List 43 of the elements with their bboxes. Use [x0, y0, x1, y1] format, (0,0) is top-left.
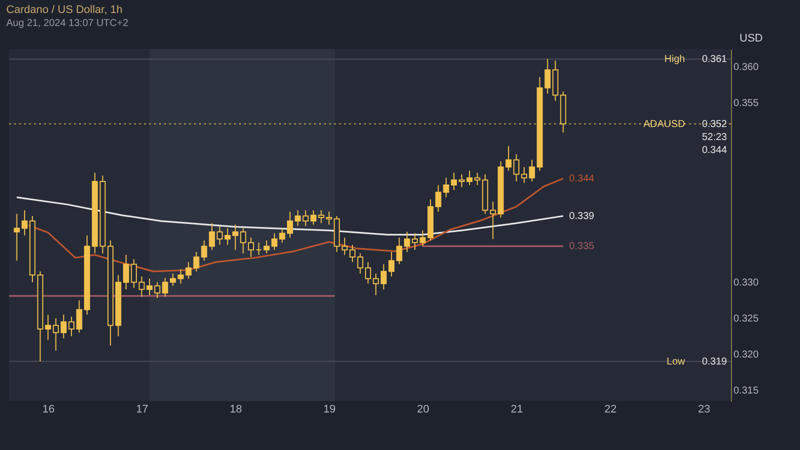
chart-subtitle: Aug 21, 2024 13:07 UTC+2 [6, 18, 129, 29]
x-tick-label: 22 [604, 404, 617, 416]
ref-line-label: ADAUSD [643, 118, 685, 130]
data-label: 0.344 [569, 174, 595, 185]
x-tick-label: 19 [323, 404, 336, 416]
ref-line-label: High [664, 54, 685, 66]
annotation: 0.344 [702, 144, 728, 156]
x-tick-label: 23 [698, 404, 710, 416]
data-label: 0.339 [569, 211, 595, 222]
y-tick-label: 0.315 [734, 386, 759, 397]
candlestick [248, 237, 254, 258]
y-axis-title: USD [740, 32, 763, 44]
ref-line-label: Low [666, 356, 686, 368]
annotation: 0.361 [702, 54, 728, 66]
candlestick [186, 262, 192, 280]
candlestick [365, 262, 372, 284]
chart-title: Cardano / US Dollar, 1h [6, 4, 122, 16]
candlestick [256, 242, 262, 256]
y-tick-label: 0.325 [734, 314, 759, 325]
annotation: 0.319 [702, 356, 728, 368]
y-tick-label: 0.320 [734, 350, 759, 361]
annotation: 52:23 [702, 132, 728, 143]
annotation: 0.352 [702, 118, 728, 130]
candlestick [528, 159, 535, 182]
candlestick [224, 228, 231, 246]
x-tick-label: 20 [417, 404, 430, 416]
candlestick [466, 170, 473, 186]
candlestick [326, 211, 332, 226]
candlestick [146, 278, 152, 296]
x-tick-label: 18 [230, 404, 242, 416]
x-tick-label: 16 [42, 404, 55, 416]
candlestick [264, 240, 270, 254]
candlestick [388, 251, 394, 277]
candlestick [286, 211, 293, 238]
line-series [16, 196, 564, 236]
x-tick-label: 21 [510, 404, 523, 416]
candlestick [45, 314, 52, 340]
candlestick [506, 146, 512, 172]
y-tick-label: 0.360 [734, 62, 759, 73]
x-tick-label: 17 [136, 404, 148, 416]
y-tick-label: 0.330 [734, 278, 759, 289]
data-label: 0.335 [569, 241, 595, 252]
y-tick-label: 0.355 [734, 98, 759, 109]
